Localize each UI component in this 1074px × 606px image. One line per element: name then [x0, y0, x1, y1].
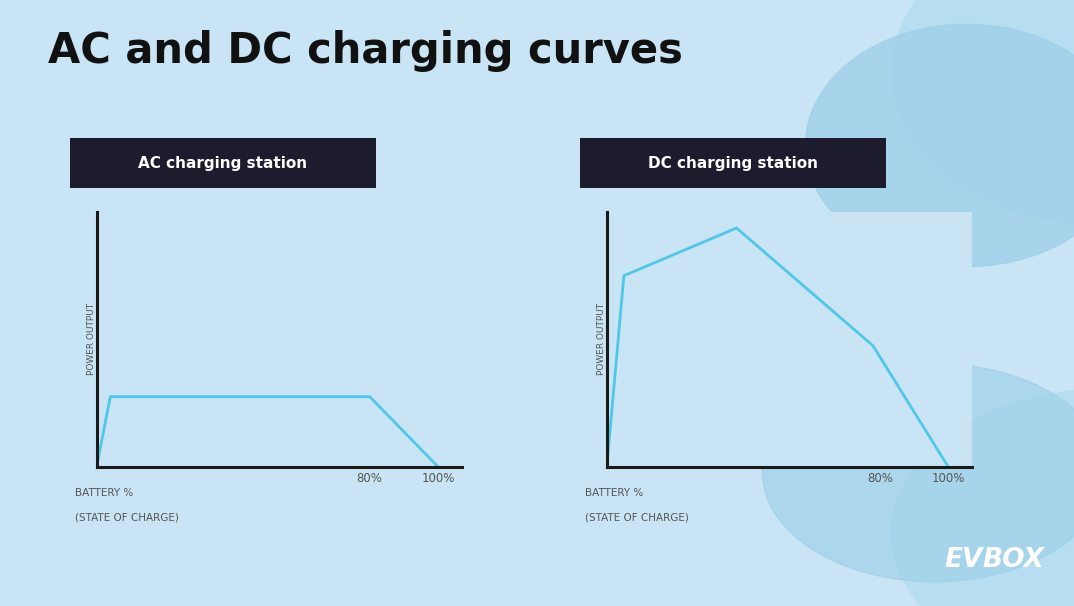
Text: EV: EV: [944, 547, 983, 573]
Ellipse shape: [806, 24, 1074, 267]
Text: (STATE OF CHARGE): (STATE OF CHARGE): [585, 512, 690, 522]
Y-axis label: POWER OUTPUT: POWER OUTPUT: [87, 303, 96, 376]
Text: DC charging station: DC charging station: [648, 156, 818, 170]
FancyBboxPatch shape: [580, 138, 886, 188]
FancyBboxPatch shape: [70, 138, 376, 188]
Text: AC charging station: AC charging station: [139, 156, 307, 170]
Text: AC and DC charging curves: AC and DC charging curves: [48, 30, 683, 72]
Y-axis label: POWER OUTPUT: POWER OUTPUT: [597, 303, 606, 376]
Text: BATTERY %: BATTERY %: [75, 488, 133, 498]
Ellipse shape: [763, 364, 1074, 582]
Ellipse shape: [891, 388, 1074, 606]
Text: (STATE OF CHARGE): (STATE OF CHARGE): [75, 512, 179, 522]
Text: BATTERY %: BATTERY %: [585, 488, 643, 498]
Ellipse shape: [891, 0, 1074, 224]
Text: BOX: BOX: [983, 547, 1045, 573]
